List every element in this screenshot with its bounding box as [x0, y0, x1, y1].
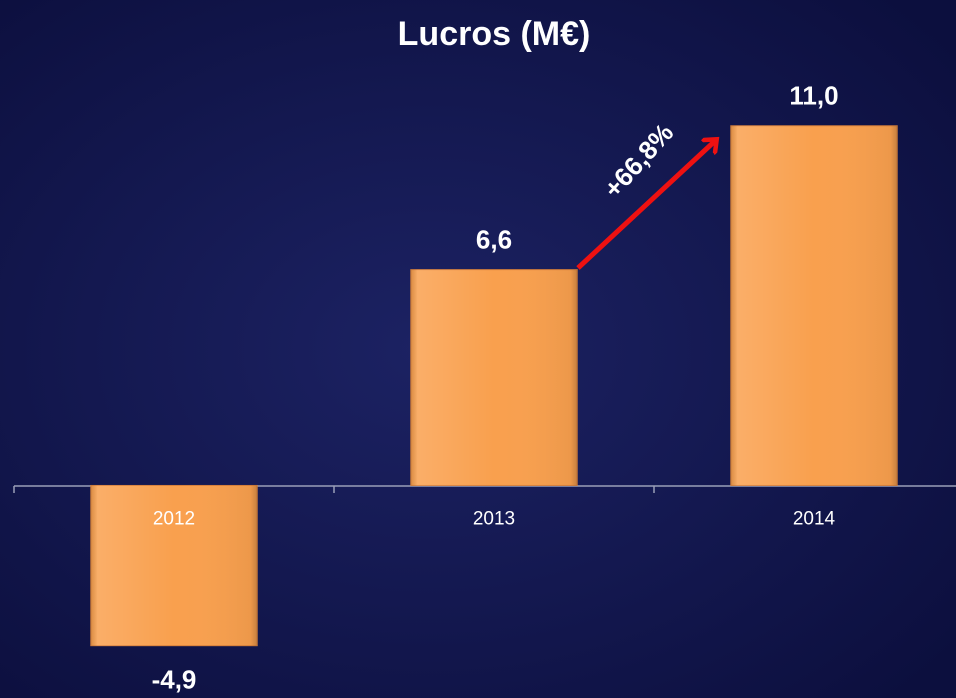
x-tick-label: 2013 — [473, 508, 515, 529]
bar — [410, 269, 578, 486]
chart-title: Lucros (M€) — [398, 15, 591, 53]
x-tick-label: 2014 — [793, 508, 836, 529]
category-separators — [13, 486, 655, 493]
value-label: 11,0 — [789, 81, 838, 111]
growth-arrow — [576, 140, 716, 270]
x-tick-label: 2012 — [153, 508, 195, 529]
bar — [730, 125, 898, 486]
value-label: -4,9 — [152, 665, 197, 695]
value-label: 6,6 — [476, 225, 512, 255]
